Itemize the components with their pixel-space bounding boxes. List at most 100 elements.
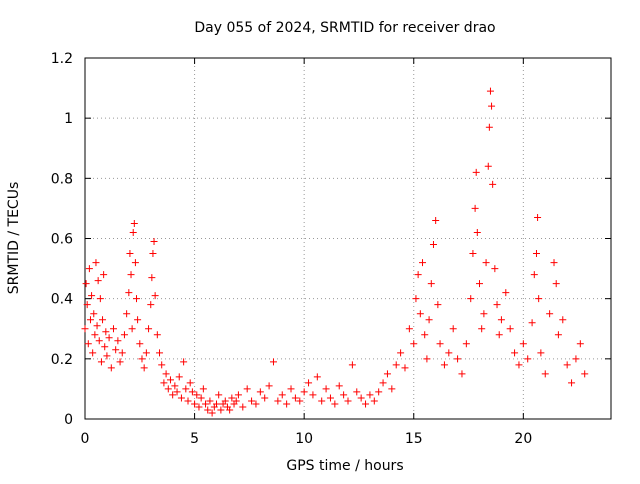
data-point: [519, 340, 527, 348]
data-point: [116, 358, 124, 366]
data-point: [136, 340, 144, 348]
data-point: [84, 340, 92, 348]
data-point: [528, 319, 536, 327]
data-point: [283, 400, 291, 408]
data-point: [488, 102, 496, 110]
data-point: [419, 259, 427, 267]
gridlines: [85, 58, 611, 419]
data-point: [173, 388, 181, 396]
data-point: [568, 379, 576, 387]
data-point: [410, 340, 418, 348]
data-point: [440, 361, 448, 369]
data-point: [576, 340, 584, 348]
data-point: [114, 337, 122, 345]
data-point: [572, 355, 580, 363]
data-point: [120, 331, 128, 339]
data-point: [506, 325, 514, 333]
data-point: [133, 295, 141, 303]
data-point: [274, 397, 282, 405]
axis-ticks: 0 0.2 0.4 0.6 0.8 1 1.2 0 5 10 15 20: [51, 51, 611, 447]
data-point: [476, 280, 483, 288]
data-point: [473, 228, 481, 236]
data-point: [83, 301, 91, 309]
data-point: [427, 280, 435, 288]
data-point: [127, 271, 135, 279]
data-point: [162, 370, 170, 378]
y-tick-label: 0.6: [51, 232, 73, 248]
data-point: [129, 228, 137, 236]
data-point: [99, 316, 107, 324]
data-point: [530, 271, 538, 279]
data-point: [86, 316, 94, 324]
data-point: [469, 250, 477, 258]
data-point: [370, 397, 378, 405]
data-point: [193, 391, 201, 399]
y-tick-label: 1: [64, 111, 73, 127]
data-point: [105, 334, 113, 342]
data-point: [331, 400, 339, 408]
data-point: [434, 301, 442, 309]
data-point: [313, 373, 321, 381]
data-point: [375, 388, 383, 396]
data-point: [416, 310, 424, 318]
data-point: [423, 355, 431, 363]
data-point: [454, 355, 462, 363]
data-point: [182, 385, 190, 393]
data-point: [340, 391, 348, 399]
data-point: [92, 259, 100, 267]
data-point: [153, 331, 161, 339]
data-point: [142, 349, 150, 357]
data-point: [138, 355, 146, 363]
data-point: [497, 316, 505, 324]
data-point: [397, 349, 405, 357]
data-point: [206, 397, 214, 405]
data-point: [156, 349, 164, 357]
data-point: [151, 292, 159, 300]
data-point: [107, 364, 115, 372]
data-point: [554, 331, 562, 339]
data-point: [202, 400, 210, 408]
data-point: [278, 391, 286, 399]
data-point: [81, 325, 89, 333]
data-point: [296, 397, 304, 405]
data-point: [164, 385, 172, 393]
data-point: [204, 406, 212, 414]
data-point: [82, 280, 90, 288]
data-point: [405, 325, 413, 333]
data-point: [524, 355, 532, 363]
data-point: [480, 310, 488, 318]
data-point: [362, 400, 370, 408]
chart-title: Day 055 of 2024, SRMTID for receiver dra…: [194, 20, 495, 36]
data-point: [541, 370, 549, 378]
data-point: [184, 397, 192, 405]
data-point: [148, 274, 156, 282]
data-point: [147, 301, 155, 309]
data-point: [95, 337, 103, 345]
y-tick-label: 0: [64, 412, 73, 428]
data-point: [175, 373, 183, 381]
data-point: [186, 379, 194, 387]
data-point: [94, 277, 102, 285]
data-point: [467, 295, 475, 303]
data-point: [93, 322, 101, 330]
data-point: [123, 310, 131, 318]
data-point: [309, 391, 317, 399]
data-point: [265, 382, 273, 390]
data-point: [348, 361, 356, 369]
data-point: [486, 87, 494, 95]
data-point: [140, 364, 148, 372]
data-point: [379, 379, 387, 387]
data-point: [471, 204, 479, 212]
data-point: [581, 370, 589, 378]
data-point: [425, 316, 433, 324]
data-point: [126, 250, 134, 258]
data-point: [462, 340, 470, 348]
data-point: [208, 409, 216, 417]
data-point: [160, 379, 168, 387]
data-point: [88, 292, 96, 300]
data-point: [414, 271, 422, 279]
data-point: [217, 406, 225, 414]
data-point: [550, 259, 558, 267]
data-point: [291, 394, 299, 402]
data-point: [100, 271, 108, 279]
